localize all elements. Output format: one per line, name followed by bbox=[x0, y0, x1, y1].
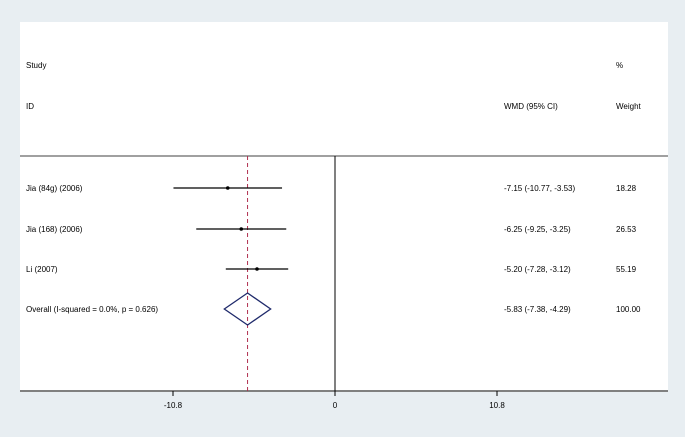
study-label: Jia (84g) (2006) bbox=[26, 184, 83, 193]
x-tick-label: 10.8 bbox=[489, 401, 505, 410]
study-point bbox=[225, 186, 230, 190]
study-weight: 18.28 bbox=[616, 184, 637, 193]
plot-panel bbox=[20, 22, 668, 392]
study-point bbox=[239, 227, 244, 231]
study-point bbox=[255, 267, 259, 271]
study-ci-text: -5.20 (-7.28, -3.12) bbox=[504, 265, 571, 274]
study-label: Jia (168) (2006) bbox=[26, 225, 83, 234]
overall-weight: 100.00 bbox=[616, 305, 641, 314]
header-effect: WMD (95% CI) bbox=[504, 102, 558, 111]
overall-ci-text: -5.83 (-7.38, -4.29) bbox=[504, 305, 571, 314]
header-percent: % bbox=[616, 61, 623, 70]
study-ci-text: -6.25 (-9.25, -3.25) bbox=[504, 225, 571, 234]
header-id: ID bbox=[26, 102, 34, 111]
study-label: Li (2007) bbox=[26, 265, 58, 274]
x-tick-label: -10.8 bbox=[164, 401, 183, 410]
header-weight: Weight bbox=[616, 102, 642, 111]
header-study: Study bbox=[26, 61, 46, 70]
study-weight: 55.19 bbox=[616, 265, 637, 274]
study-ci-text: -7.15 (-10.77, -3.53) bbox=[504, 184, 575, 193]
study-weight: 26.53 bbox=[616, 225, 637, 234]
x-tick-label: 0 bbox=[333, 401, 338, 410]
overall-diamond bbox=[223, 292, 272, 326]
overall-label: Overall (I-squared = 0.0%, p = 0.626) bbox=[26, 305, 158, 314]
